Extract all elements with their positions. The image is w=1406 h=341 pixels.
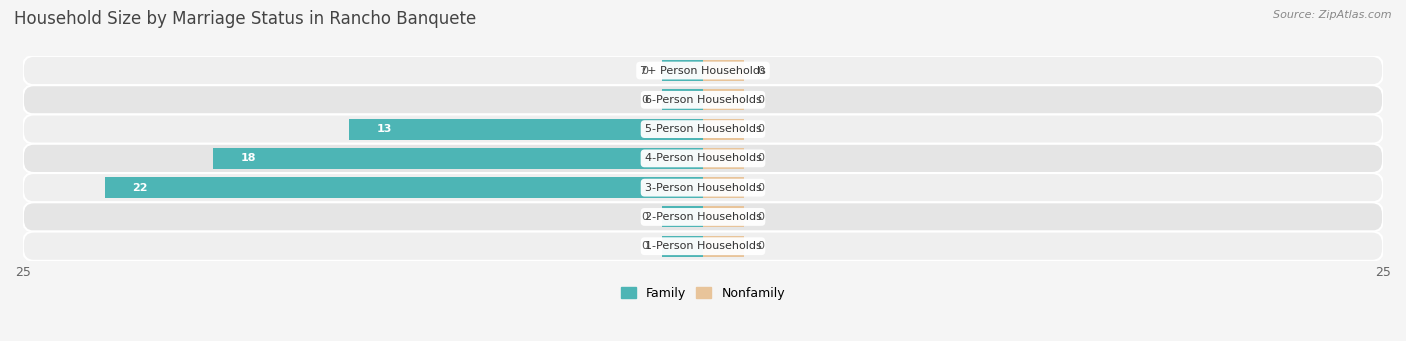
Text: 0: 0 bbox=[641, 212, 648, 222]
Bar bbox=[703, 60, 744, 81]
Bar bbox=[703, 236, 744, 257]
Text: 0: 0 bbox=[641, 95, 648, 105]
Text: 1-Person Households: 1-Person Households bbox=[644, 241, 762, 251]
Bar bbox=[703, 119, 744, 140]
FancyBboxPatch shape bbox=[22, 115, 1384, 144]
Text: 0: 0 bbox=[758, 65, 765, 76]
Bar bbox=[662, 89, 703, 110]
Text: 0: 0 bbox=[758, 183, 765, 193]
Text: 0: 0 bbox=[641, 241, 648, 251]
Bar bbox=[214, 148, 703, 169]
Text: 0: 0 bbox=[758, 124, 765, 134]
Text: 0: 0 bbox=[758, 212, 765, 222]
Legend: Family, Nonfamily: Family, Nonfamily bbox=[621, 287, 785, 300]
Bar bbox=[703, 177, 744, 198]
Bar bbox=[703, 89, 744, 110]
Bar bbox=[703, 206, 744, 227]
FancyBboxPatch shape bbox=[22, 232, 1384, 261]
Text: 0: 0 bbox=[758, 241, 765, 251]
FancyBboxPatch shape bbox=[22, 144, 1384, 173]
Text: 6-Person Households: 6-Person Households bbox=[644, 95, 762, 105]
FancyBboxPatch shape bbox=[22, 202, 1384, 232]
Bar bbox=[662, 60, 703, 81]
Text: 4-Person Households: 4-Person Households bbox=[644, 153, 762, 163]
Text: 0: 0 bbox=[758, 153, 765, 163]
Text: 0: 0 bbox=[758, 95, 765, 105]
Text: Source: ZipAtlas.com: Source: ZipAtlas.com bbox=[1274, 10, 1392, 20]
Text: 22: 22 bbox=[132, 183, 148, 193]
Bar bbox=[662, 206, 703, 227]
Text: 0: 0 bbox=[641, 65, 648, 76]
Bar bbox=[662, 236, 703, 257]
Text: 13: 13 bbox=[377, 124, 392, 134]
Text: 2-Person Households: 2-Person Households bbox=[644, 212, 762, 222]
FancyBboxPatch shape bbox=[22, 85, 1384, 115]
Text: 18: 18 bbox=[240, 153, 256, 163]
Text: 7+ Person Households: 7+ Person Households bbox=[640, 65, 766, 76]
FancyBboxPatch shape bbox=[22, 173, 1384, 202]
Bar bbox=[104, 177, 703, 198]
Text: 3-Person Households: 3-Person Households bbox=[644, 183, 762, 193]
FancyBboxPatch shape bbox=[22, 56, 1384, 85]
Bar bbox=[349, 119, 703, 140]
Text: Household Size by Marriage Status in Rancho Banquete: Household Size by Marriage Status in Ran… bbox=[14, 10, 477, 28]
Bar bbox=[703, 148, 744, 169]
Text: 5-Person Households: 5-Person Households bbox=[644, 124, 762, 134]
